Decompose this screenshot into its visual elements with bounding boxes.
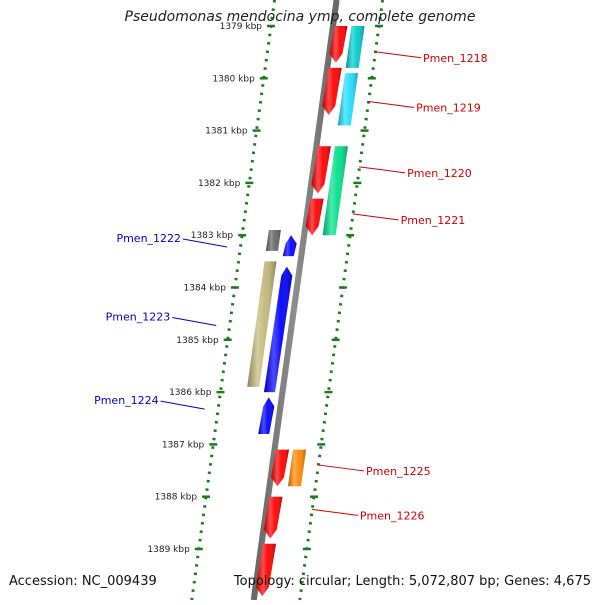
feature-fwd-cog-7[interactable] <box>345 26 365 68</box>
gene-label-leader <box>359 166 406 174</box>
gene-label-leader <box>374 51 422 59</box>
ruler-tick-label: 1381 kbp <box>205 127 248 137</box>
gene-label-leader <box>311 508 358 516</box>
feature-fwd-cds-5[interactable] <box>263 496 283 539</box>
gene-label-leader <box>352 213 399 221</box>
ruler-tick-label: 1385 kbp <box>176 336 219 346</box>
genome-backbone-core <box>250 0 340 601</box>
gene-label[interactable]: Pmen_1221 <box>401 214 466 227</box>
gene-label[interactable]: Pmen_1224 <box>94 394 159 407</box>
ruler-tick-label: 1389 kbp <box>147 545 190 555</box>
feature-shading <box>345 26 365 68</box>
feature-shading <box>287 449 307 487</box>
feature-rev-cds-12[interactable] <box>263 266 293 393</box>
gene-label[interactable]: Pmen_1219 <box>416 101 481 114</box>
feature-shading <box>263 496 283 539</box>
feature-fwd-cog-9[interactable] <box>322 146 348 236</box>
gene-label-leader <box>368 100 415 108</box>
gene-label[interactable]: Pmen_1218 <box>423 52 488 65</box>
ruler-tick-label: 1380 kbp <box>212 74 255 84</box>
gene-label[interactable]: Pmen_1222 <box>116 232 181 245</box>
ruler-tick-label: 1382 kbp <box>198 179 241 189</box>
feature-shading <box>258 397 275 434</box>
feature-shading <box>265 229 281 251</box>
feature-rev-cog-15[interactable] <box>247 261 277 387</box>
accession-text: Accession: NC_009439 <box>9 574 157 589</box>
feature-shading <box>255 543 277 597</box>
feature-shading <box>322 67 342 115</box>
gene-label-leader <box>160 400 205 410</box>
feature-fwd-cds-3[interactable] <box>305 198 324 236</box>
page-title: Pseudomonas mendocina ymp, complete geno… <box>124 9 476 25</box>
feature-fwd-cds-1[interactable] <box>322 67 342 115</box>
feature-shading <box>263 266 293 393</box>
ruler-tick-label: 1383 kbp <box>191 231 234 241</box>
feature-rev-cog-14[interactable] <box>265 229 281 251</box>
feature-shading <box>322 146 348 236</box>
feature-rev-cds-11[interactable] <box>282 235 297 257</box>
feature-fwd-cds-6[interactable] <box>255 543 277 597</box>
ruler-tick-label: 1386 kbp <box>169 388 212 398</box>
gene-label-leader <box>172 317 217 326</box>
feature-shading <box>247 261 277 387</box>
feature-shading <box>270 449 290 487</box>
gene-label[interactable]: Pmen_1223 <box>106 310 171 323</box>
gene-label[interactable]: Pmen_1226 <box>360 509 425 522</box>
feature-fwd-cds-0[interactable] <box>329 26 348 63</box>
feature-shading <box>305 198 324 236</box>
gene-label-leader <box>182 238 228 248</box>
feature-shading <box>311 146 331 194</box>
feature-fwd-cds-4[interactable] <box>270 449 290 487</box>
ruler-tick-label: 1388 kbp <box>155 493 198 503</box>
ruler-tick-label: 1387 kbp <box>162 440 205 450</box>
feature-rev-cds-13[interactable] <box>258 397 275 434</box>
feature-fwd-cog-10[interactable] <box>287 449 307 487</box>
gene-label[interactable]: Pmen_1220 <box>407 167 472 180</box>
feature-fwd-cog-8[interactable] <box>337 73 358 126</box>
feature-fwd-cds-2[interactable] <box>311 146 331 194</box>
feature-shading <box>329 26 348 63</box>
ruler-tick-label: 1379 kbp <box>220 22 263 32</box>
ruler-tick-label: 1384 kbp <box>184 284 227 294</box>
feature-shading <box>282 235 297 257</box>
gene-label[interactable]: Pmen_1225 <box>366 465 431 478</box>
gene-label-leader <box>317 464 365 472</box>
genome-summary-text: Topology: circular; Length: 5,072,807 bp… <box>233 574 591 589</box>
feature-shading <box>337 73 358 126</box>
